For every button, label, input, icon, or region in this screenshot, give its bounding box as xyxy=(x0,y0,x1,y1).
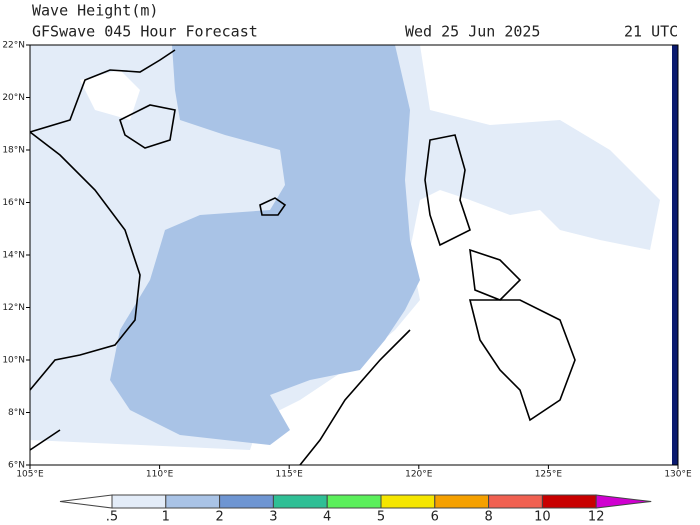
y-tick-label: 8°N xyxy=(8,408,25,418)
colorbar-label: 10 xyxy=(534,510,551,525)
colorbar: .5 1 2 3 4 5 6 8 10 12 xyxy=(59,494,652,525)
subtitle: GFSwave 045 Hour Forecast xyxy=(32,23,258,41)
y-tick-label: 16°N xyxy=(2,198,25,208)
edge-band xyxy=(672,45,678,465)
y-tick-label: 12°N xyxy=(2,303,25,313)
coastline-philippines xyxy=(299,134,576,466)
x-tick-label: 115°E xyxy=(276,470,304,480)
colorbar-label: 5 xyxy=(377,510,385,525)
colorbar-label: 3 xyxy=(269,510,277,525)
y-tick-label: 18°N xyxy=(2,146,25,156)
colorbar-swatch xyxy=(434,494,490,509)
colorbar-swatch xyxy=(488,494,543,509)
colorbar-label: 12 xyxy=(588,510,605,525)
x-tick-label: 125°E xyxy=(535,470,563,480)
colorbar-label: 6 xyxy=(431,510,439,525)
colorbar-label: 1 xyxy=(162,510,170,525)
colorbar-label: 4 xyxy=(323,510,331,525)
colorbar-swatch xyxy=(272,494,328,509)
y-tick-label: 10°N xyxy=(2,356,25,366)
colorbar-label: 8 xyxy=(484,510,492,525)
x-tick-label: 105°E xyxy=(16,470,44,480)
region-medium xyxy=(110,45,420,445)
colorbar-label: .5 xyxy=(106,510,118,525)
date: Wed 25 Jun 2025 xyxy=(405,23,540,41)
x-tick-label: 120°E xyxy=(405,470,433,480)
x-tick-label: 130°E xyxy=(664,470,692,480)
colorbar-label: 2 xyxy=(215,510,223,525)
x-tick-label: 110°E xyxy=(146,470,174,480)
title: Wave Height(m) xyxy=(32,2,158,20)
colorbar-swatch xyxy=(165,494,221,509)
time: 21 UTC xyxy=(624,23,678,41)
y-tick-label: 22°N xyxy=(2,41,25,51)
y-tick-label: 20°N xyxy=(2,93,25,103)
colorbar-swatch xyxy=(541,494,597,509)
coastline-islands xyxy=(29,197,287,451)
colorbar-cap xyxy=(595,494,652,509)
coastline-mainland xyxy=(29,49,176,391)
colorbar-swatch xyxy=(111,494,167,509)
map-area xyxy=(29,44,679,466)
gulf-low xyxy=(80,70,140,120)
axes: 105°E 110°E 115°E 120°E 125°E 130°E 6°N 8°N 10°N… xyxy=(2,41,692,480)
colorbar-cap xyxy=(59,494,113,509)
colorbar-swatch xyxy=(219,494,274,509)
y-tick-label: 6°N xyxy=(8,461,25,471)
y-tick-label: 14°N xyxy=(2,251,25,261)
colorbar-swatch xyxy=(380,494,436,509)
colorbar-swatch xyxy=(326,494,382,509)
